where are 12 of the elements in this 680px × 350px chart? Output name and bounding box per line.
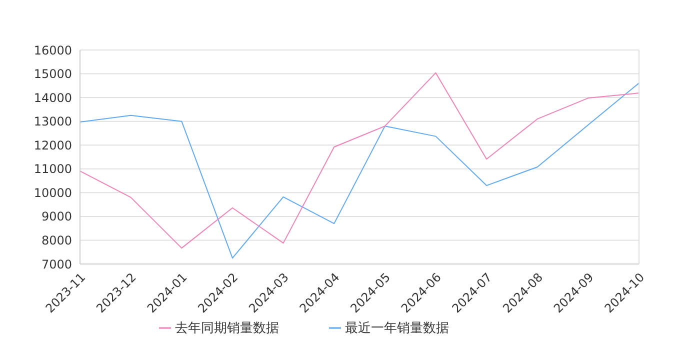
y-tick-label: 9000 xyxy=(41,210,72,224)
y-tick-label: 12000 xyxy=(34,138,72,152)
legend-label: 去年同期销量数据 xyxy=(175,321,279,336)
legend-label: 最近一年销量数据 xyxy=(345,321,449,336)
y-tick-label: 7000 xyxy=(41,257,72,272)
y-tick-label: 16000 xyxy=(34,43,72,58)
y-tick-label: 11000 xyxy=(34,162,72,176)
y-tick-label: 10000 xyxy=(34,186,72,200)
y-tick-label: 13000 xyxy=(34,114,72,129)
y-tick-label: 8000 xyxy=(41,233,72,248)
y-tick-label: 14000 xyxy=(34,90,72,105)
y-tick-label: 15000 xyxy=(34,67,72,82)
